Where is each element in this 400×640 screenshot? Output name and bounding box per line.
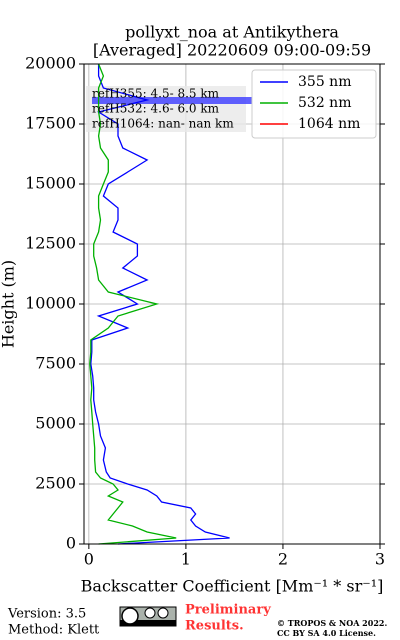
y-tick-label: 15000: [25, 174, 76, 193]
legend-box: [251, 69, 377, 139]
data-line: [89, 63, 177, 545]
x-axis-label: Backscatter Coefficient [Mm⁻¹ * sr⁻¹]: [81, 577, 384, 596]
chart-title: pollyxt_noa at Antikythera: [125, 23, 339, 42]
chart-subtitle: [Averaged] 20220609 09:00-09:59: [93, 41, 371, 60]
y-tick-label: 5000: [35, 414, 76, 433]
y-tick-label: 0: [66, 534, 76, 553]
preliminary: Results.: [185, 619, 244, 634]
y-tick-label: 12500: [25, 234, 76, 253]
x-tick-label: 1: [181, 550, 191, 569]
cc-logo: [119, 606, 177, 627]
y-tick-label: 2500: [35, 474, 76, 493]
y-tick-label: 10000: [25, 294, 76, 313]
legend-label: 532 nm: [298, 95, 351, 111]
legend-label: 1064 nm: [298, 116, 360, 132]
annotation: refH355: 4.5- 8.5 km: [92, 87, 220, 101]
x-tick-label: 3: [375, 550, 385, 569]
legend-label: 355 nm: [298, 74, 351, 90]
y-axis-label: Height (m): [0, 260, 18, 348]
x-tick-label: 2: [278, 550, 288, 569]
annotation: refH1064: nan- nan km: [92, 117, 234, 131]
plot-lines: [89, 63, 230, 545]
ref-range: [92, 97, 252, 104]
x-tick-label: 0: [84, 550, 94, 569]
y-tick-label: 20000: [25, 54, 76, 73]
annotation: refH532: 4.6- 6.0 km: [92, 102, 220, 116]
legend: 355 nm 532 nm 1064 nm: [251, 69, 377, 139]
method: Method: Klett: [8, 623, 100, 638]
y-tick-label: 17500: [25, 114, 76, 133]
license: CC BY SA 4.0 License.: [277, 628, 376, 638]
copyright: © TROPOS & NOA 2022.: [277, 618, 387, 628]
version: Version: 3.5: [7, 607, 86, 622]
y-tick-label: 7500: [35, 354, 76, 373]
preliminary: Preliminary: [185, 603, 271, 618]
